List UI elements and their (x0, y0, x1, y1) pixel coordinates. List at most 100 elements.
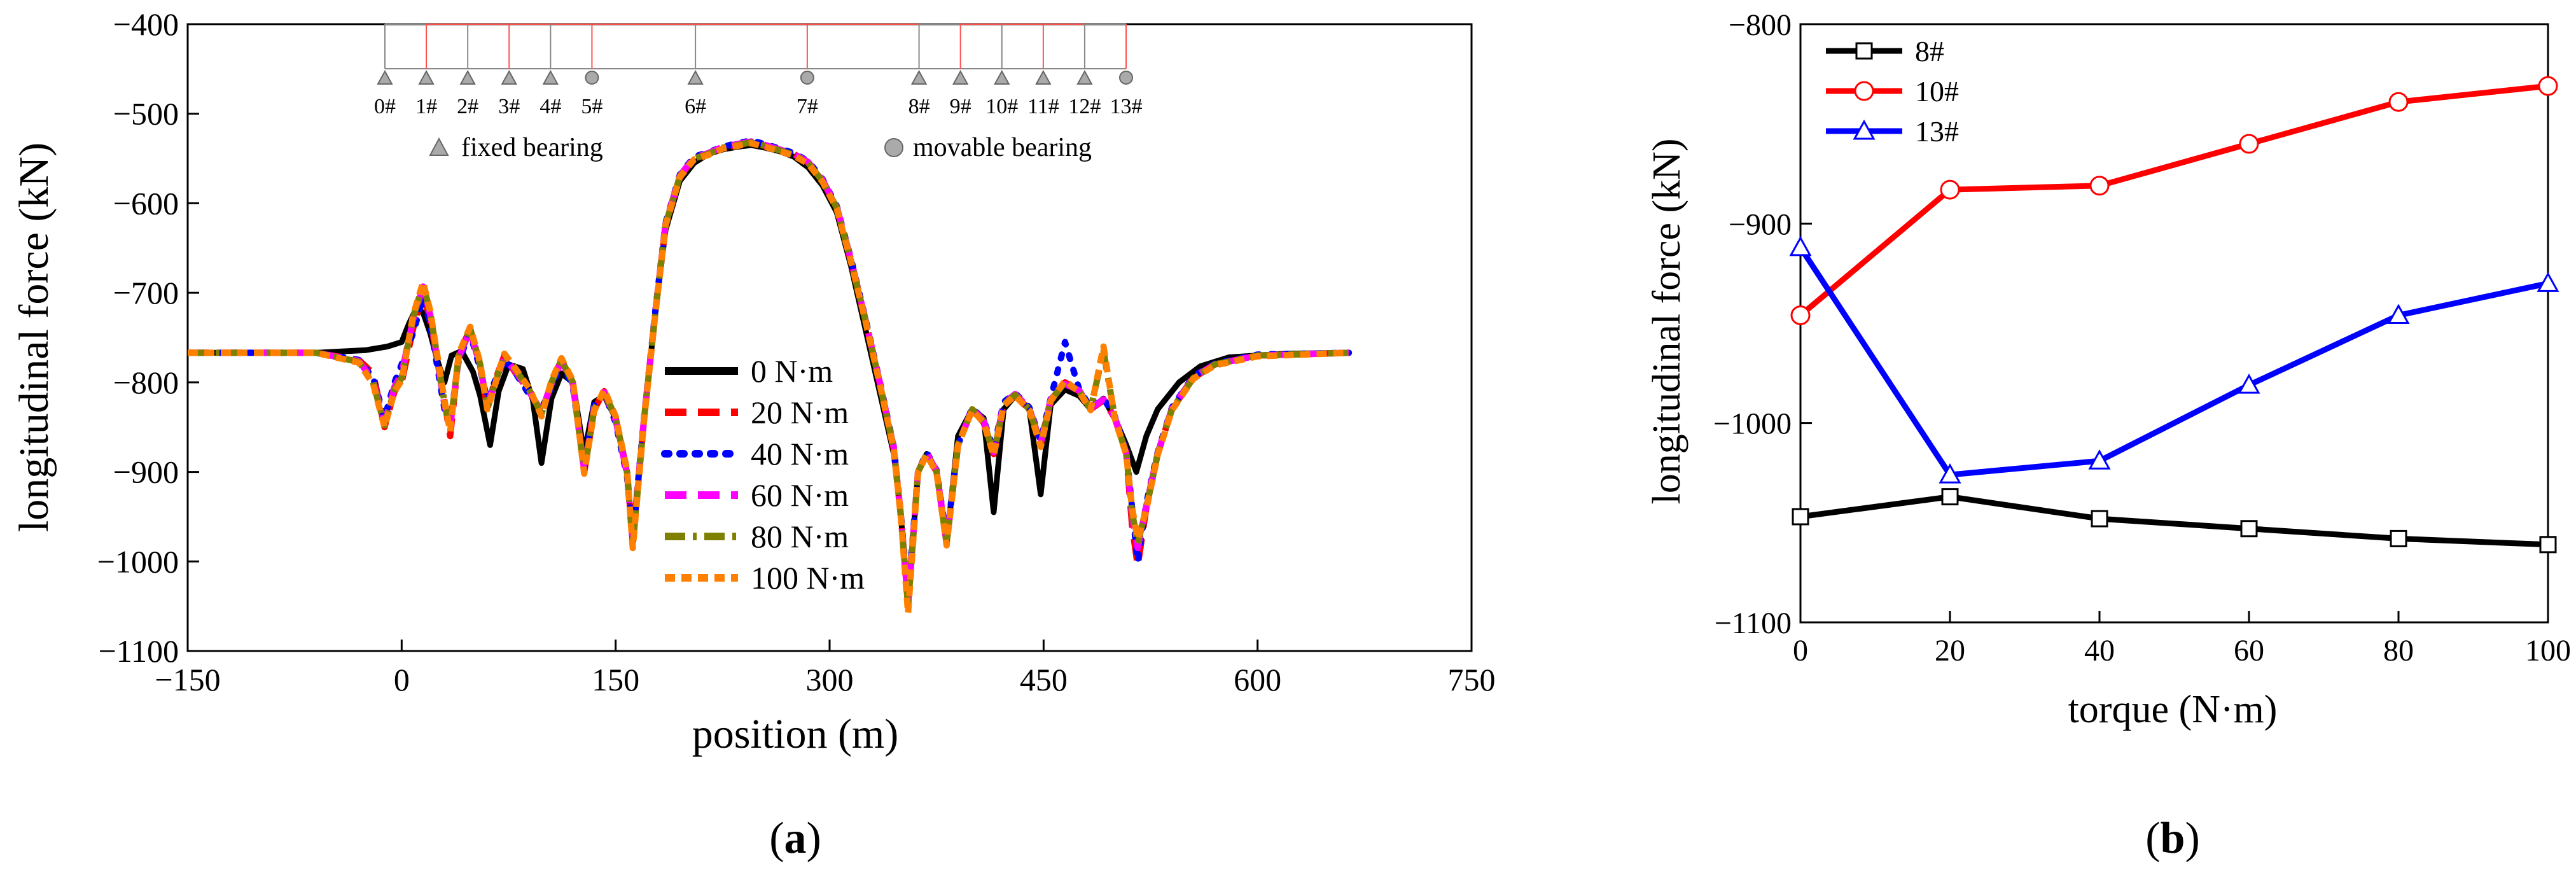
panel-a-y-tick-label: −500 (113, 96, 179, 132)
fixed-bearing-icon (377, 69, 393, 85)
panel-b-x-tick-label: 40 (2084, 634, 2115, 668)
panel-a-y-axis: −400 −500 −600 −700 −800 −900 −1000 −1100 (97, 6, 199, 669)
panel-b-x-tick-label: 20 (1935, 634, 1965, 668)
panel-b-x-axis: 0 20 40 60 80 100 (1793, 611, 2571, 668)
panel-a-x-tick-label: 0 (394, 662, 410, 697)
inset-pier-label: 2# (457, 95, 478, 118)
panel-b-legend-label: 13# (1915, 115, 1959, 148)
panel-a-series-line (188, 138, 1349, 608)
panel-a-x-tick-label: 450 (1020, 662, 1068, 697)
panel-b-data-point (2539, 536, 2557, 554)
inset-pier-label: 10# (985, 95, 1018, 118)
movable-bearing-icon (1119, 71, 1133, 85)
panel-b-y-tick-label: −1000 (1713, 407, 1792, 441)
inset-pier-label: 13# (1110, 95, 1143, 118)
panel-a-series-line (188, 140, 1349, 617)
fixed-bearing-icon (418, 69, 435, 85)
panel-b-data-point (2387, 304, 2410, 324)
fixed-bearing-icon (501, 69, 517, 85)
inset-pier-label: 12# (1068, 95, 1101, 118)
panel-b-legend-label: 10# (1915, 75, 1959, 108)
panel-a-x-axis-label: position (m) (692, 711, 899, 757)
panel-a-legend: 0 N·m 20 N·m 40 N·m 60 N·m 80 N·m 100 N·m (661, 353, 865, 596)
panel-b-legend-label: 8# (1915, 35, 1944, 67)
panel-b-data-point (1940, 179, 1960, 200)
panel-a: −400 −500 −600 −700 −800 −900 −1000 −1100 −150 0… (11, 6, 1496, 863)
panel-a-y-tick-label: −800 (113, 365, 179, 400)
movable-bearing-icon (585, 71, 599, 85)
panel-b-data-point (2088, 449, 2111, 470)
inset-pier-label: 5# (581, 95, 602, 118)
panel-a-legend-label: 20 N·m (751, 395, 849, 430)
panel-b-label-letter: b (2161, 814, 2185, 863)
panel-b-x-tick-label: 80 (2383, 634, 2414, 668)
panel-a-y-tick-label: −400 (113, 6, 179, 42)
inset-pier-label: 6# (685, 95, 706, 118)
fixed-bearing-icon (952, 69, 969, 85)
fixed-bearing-legend-label: fixed bearing (461, 133, 603, 162)
panel-a-y-tick-label: −700 (113, 275, 179, 311)
panel-a-y-tick-label: −900 (113, 454, 179, 490)
inset-pier-label: 11# (1027, 95, 1059, 118)
panel-a-legend-label: 60 N·m (751, 477, 849, 513)
panel-b-legend-marker (1855, 42, 1873, 60)
panel-a-y-tick-label: −600 (113, 185, 179, 221)
inset-pier-label: 8# (909, 95, 930, 118)
fixed-bearing-icon (1035, 69, 1052, 85)
panel-b-data-point (2240, 520, 2258, 538)
fixed-bearing-icon (910, 69, 928, 85)
panel-b-data-point (2238, 374, 2260, 394)
panel-a-x-tick-label: 600 (1234, 662, 1281, 697)
panel-b-data-point (1790, 305, 1811, 325)
panel-a-y-tick-label: −1000 (97, 543, 179, 579)
panel-a-legend-label: 0 N·m (751, 353, 833, 389)
panel-b-data-point (2538, 76, 2558, 96)
panel-b-legend-marker (1853, 119, 1876, 140)
fixed-bearing-icon (994, 69, 1010, 85)
panel-a-label-letter: a (784, 814, 807, 863)
panel-b-y-axis: −800 −900 −1000 −1100 (1713, 8, 1812, 640)
panel-b-series-line (1798, 246, 2549, 478)
panel-b-x-tick-label: 100 (2525, 634, 2571, 668)
panel-b-data-point (2388, 92, 2409, 112)
panel-a-x-tick-label: 750 (1448, 662, 1496, 697)
panel-a-legend-label: 100 N·m (751, 560, 865, 596)
inset-pier-label: 3# (498, 95, 520, 118)
panel-a-legend-label: 40 N·m (751, 436, 849, 472)
panel-b-series-line (1800, 494, 2549, 548)
inset-pier-label: 4# (540, 95, 561, 118)
fixed-bearing-icon (1076, 69, 1093, 85)
panel-a-x-tick-label: −150 (155, 662, 220, 697)
panel-b: −800 −900 −1000 −1100 0 20 40 60 80 100 8# 10# 13#… (1645, 8, 2571, 863)
panel-a-x-axis: −150 0 150 300 450 600 750 (155, 640, 1496, 697)
panel-b-data-point (1792, 508, 1809, 526)
panel-b-y-axis-label: longitudinal force (kN) (1645, 138, 1688, 504)
panel-b-legend: 8# 10# 13# (1826, 35, 1959, 148)
panel-b-label: (b) (2145, 814, 2200, 863)
panel-a-legend-label: 80 N·m (751, 519, 849, 554)
panel-b-y-tick-label: −1100 (1715, 606, 1792, 640)
fixed-bearing-icon (687, 69, 704, 85)
fixed-bearing-icon (459, 69, 476, 85)
panel-b-data-point (1941, 488, 1959, 506)
panel-b-x-tick-label: 0 (1793, 634, 1808, 668)
panel-b-y-tick-label: −900 (1729, 207, 1792, 241)
inset-pier-label: 7# (797, 95, 818, 118)
panel-b-x-axis-label: torque (N·m) (2068, 688, 2278, 731)
panel-b-data-point (2537, 272, 2559, 292)
panel-b-x-tick-label: 60 (2234, 634, 2264, 668)
inset-pier-label: 0# (374, 95, 396, 118)
panel-b-data-point (2239, 134, 2259, 154)
movable-bearing-icon (800, 71, 814, 85)
inset-pier-label: 1# (415, 95, 437, 118)
bearing-layout-inset: 0# 1# 2# 3# 4# 5# 6# 7# 8# 9# 10# 11# 12# 13# fixed be… (374, 24, 1143, 162)
movable-bearing-legend-icon (884, 138, 903, 157)
panel-a-y-tick-label: −1100 (99, 633, 179, 669)
panel-a-label: (a) (769, 814, 821, 863)
panel-b-legend-marker (1854, 81, 1874, 101)
panel-b-data-point (2091, 510, 2108, 528)
panel-b-data-point (1939, 463, 1961, 484)
panel-b-data-point (2390, 529, 2407, 547)
fixed-bearing-legend-icon (429, 137, 449, 156)
panel-b-data-point (1789, 235, 1812, 256)
